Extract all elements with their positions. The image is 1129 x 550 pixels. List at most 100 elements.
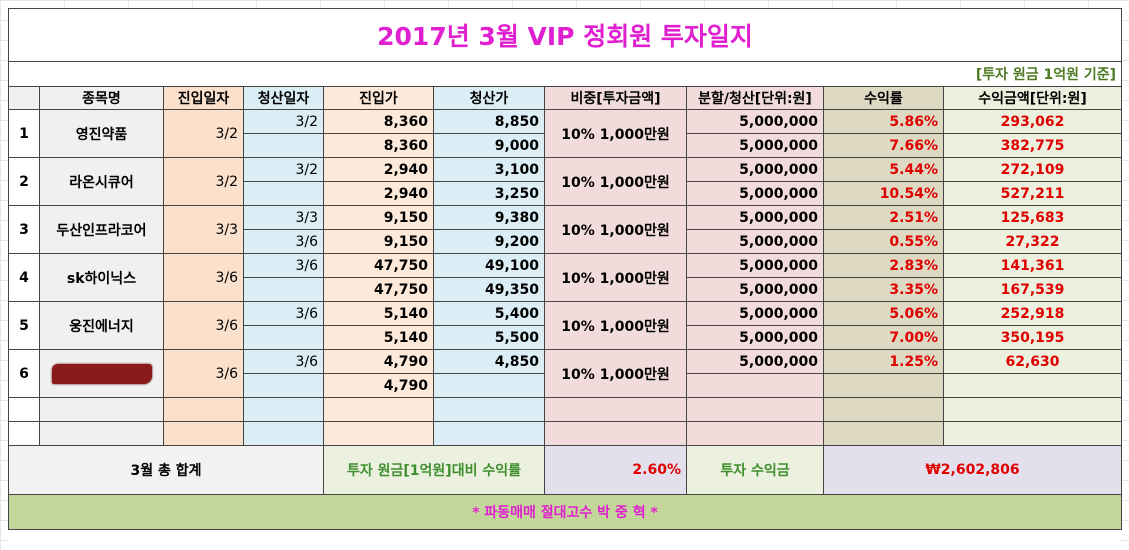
- total-profit-value: ₩2,602,806: [823, 445, 1122, 495]
- totals-label: 3월 총 합계: [8, 445, 324, 495]
- exit-date: 3/6: [243, 229, 324, 254]
- exit-price: 4,850: [433, 349, 545, 374]
- entry-price: 9,150: [323, 229, 434, 254]
- entry-date: 3/2: [163, 109, 244, 158]
- exit-price: [433, 373, 545, 398]
- entry-price: 47,750: [323, 277, 434, 302]
- exit-date: 3/2: [243, 109, 324, 134]
- stock-name: 두산인프라코어: [39, 205, 164, 254]
- stock-row: 47,750 49,350 5,000,000 3.35% 167,539: [9, 277, 1123, 302]
- empty-row: [8, 398, 1122, 422]
- entry-price: 2,940: [323, 181, 434, 206]
- split-amount: 5,000,000: [686, 205, 824, 230]
- entry-price: 8,360: [323, 109, 434, 134]
- weight-amount: 10% 1,000만원: [544, 349, 687, 398]
- return-rate: 10.54%: [823, 181, 944, 206]
- exit-date: [243, 325, 324, 350]
- weight-amount: 10% 1,000만원: [544, 253, 687, 302]
- investment-journal-sheet: 2017년 3월 VIP 정회원 투자일지 [투자 원금 1억원 기준] 종목명…: [7, 8, 1123, 550]
- stock-index: 4: [8, 253, 40, 302]
- stock-row: 5,140 5,500 5,000,000 7.00% 350,195: [9, 325, 1123, 350]
- entry-price: 2,940: [323, 157, 434, 182]
- totals-row: 3월 총 합계 투자 원금[1억원]대비 수익률 2.60% 투자 수익금 ₩2…: [8, 445, 1122, 495]
- profit-amount: 350,195: [942, 325, 1123, 350]
- empty-row: [8, 421, 1122, 446]
- return-rate: 2.51%: [823, 205, 944, 230]
- stock-name: 웅진에너지: [39, 301, 164, 350]
- exit-price: 9,000: [433, 133, 545, 158]
- profit-amount: 272,109: [942, 157, 1123, 182]
- entry-price: 5,140: [323, 301, 434, 326]
- stock-row: 8,360 9,000 5,000,000 7.66% 382,775: [9, 133, 1123, 158]
- split-amount: [686, 373, 824, 398]
- exit-date: [243, 133, 324, 158]
- return-rate: 7.66%: [823, 133, 944, 158]
- return-rate: 3.35%: [823, 277, 944, 302]
- stock-name: sk하이닉스: [39, 253, 164, 302]
- stock-row: 6 3/6 3/6 4,790 4,850 10% 1,000만원 5,000,000 1.2…: [8, 349, 1123, 398]
- header-exit-date: 청산일자: [243, 86, 324, 110]
- return-rate: 5.86%: [823, 109, 944, 134]
- stock-row: 2 라온시큐어 3/2 3/2 2,940 3,100 10% 1,000만원 5,000,0…: [8, 157, 1123, 206]
- return-rate: 0.55%: [823, 229, 944, 254]
- entry-price: 4,790: [323, 349, 434, 374]
- profit-label: 투자 수익금: [686, 445, 824, 495]
- redaction-mark: [51, 363, 152, 384]
- exit-date: 3/2: [243, 157, 324, 182]
- exit-price: 9,380: [433, 205, 545, 230]
- header-split: 분할/청산[단위:원]: [686, 86, 824, 110]
- exit-date: [243, 373, 324, 398]
- profit-amount: 252,918: [942, 301, 1123, 326]
- split-amount: 5,000,000: [686, 229, 824, 254]
- exit-date: [243, 277, 324, 302]
- header-row: 종목명 진입일자 청산일자 진입가 청산가 비중[투자금액] 분할/청산[단위:…: [8, 86, 1123, 110]
- return-rate: 5.06%: [823, 301, 944, 326]
- header-exit-price: 청산가: [433, 86, 545, 110]
- exit-date: 3/6: [243, 301, 324, 326]
- weight-amount: 10% 1,000만원: [544, 301, 687, 350]
- split-amount: 5,000,000: [686, 277, 824, 302]
- profit-amount: 293,062: [942, 109, 1123, 134]
- weight-amount: 10% 1,000만원: [544, 157, 687, 206]
- entry-price: 9,150: [323, 205, 434, 230]
- entry-date: 3/6: [163, 253, 244, 302]
- weight-amount: 10% 1,000만원: [544, 205, 687, 254]
- stock-row: 3/6 9,150 9,200 5,000,000 0.55% 27,322: [9, 229, 1123, 254]
- profit-amount: 167,539: [942, 277, 1123, 302]
- header-index: [8, 86, 40, 110]
- exit-price: 3,100: [433, 157, 545, 182]
- entry-date: 3/6: [163, 301, 244, 350]
- entry-date: 3/6: [163, 349, 244, 398]
- ratio-label: 투자 원금[1억원]대비 수익률: [323, 445, 545, 495]
- profit-amount: 382,775: [942, 133, 1123, 158]
- split-amount: 5,000,000: [686, 109, 824, 134]
- stock-index: 3: [8, 205, 40, 254]
- stock-row: 3 두산인프라코어 3/3 3/3 9,150 9,380 10% 1,000만원 5,000…: [8, 205, 1123, 254]
- entry-date: 3/3: [163, 205, 244, 254]
- header-weight: 비중[투자금액]: [544, 86, 687, 110]
- exit-date: 3/6: [243, 253, 324, 278]
- entry-date: 3/2: [163, 157, 244, 206]
- stock-row: 1 영진약품 3/2 3/2 8,360 8,850 10% 1,000만원 5,000,00…: [8, 109, 1123, 158]
- entry-price: 47,750: [323, 253, 434, 278]
- stock-name: 라온시큐어: [39, 157, 164, 206]
- header-profit: 수익금액[단위:원]: [942, 86, 1123, 110]
- split-amount: 5,000,000: [686, 325, 824, 350]
- stock-index: 2: [8, 157, 40, 206]
- journal-table: 2017년 3월 VIP 정회원 투자일지 [투자 원금 1억원 기준] 종목명…: [7, 8, 1123, 398]
- stock-index: 6: [8, 349, 40, 398]
- header-entry-date: 진입일자: [163, 86, 244, 110]
- return-rate: [823, 373, 944, 398]
- stock-index: 5: [8, 301, 40, 350]
- stock-row: 4,790: [9, 373, 1123, 398]
- stock-row: 2,940 3,250 5,000,000 10.54% 527,211: [9, 181, 1123, 206]
- header-return: 수익률: [823, 86, 944, 110]
- page-title: 2017년 3월 VIP 정회원 투자일지: [7, 8, 1123, 62]
- footer-row: * 파동매매 절대고수 박 중 혁 *: [8, 494, 1122, 530]
- exit-price: 3,250: [433, 181, 545, 206]
- profit-amount: 27,322: [942, 229, 1123, 254]
- exit-date: [243, 181, 324, 206]
- exit-price: 8,850: [433, 109, 545, 134]
- stock-row: 5 웅진에너지 3/6 3/6 5,140 5,400 10% 1,000만원 5,000,0…: [8, 301, 1123, 350]
- entry-price: 4,790: [323, 373, 434, 398]
